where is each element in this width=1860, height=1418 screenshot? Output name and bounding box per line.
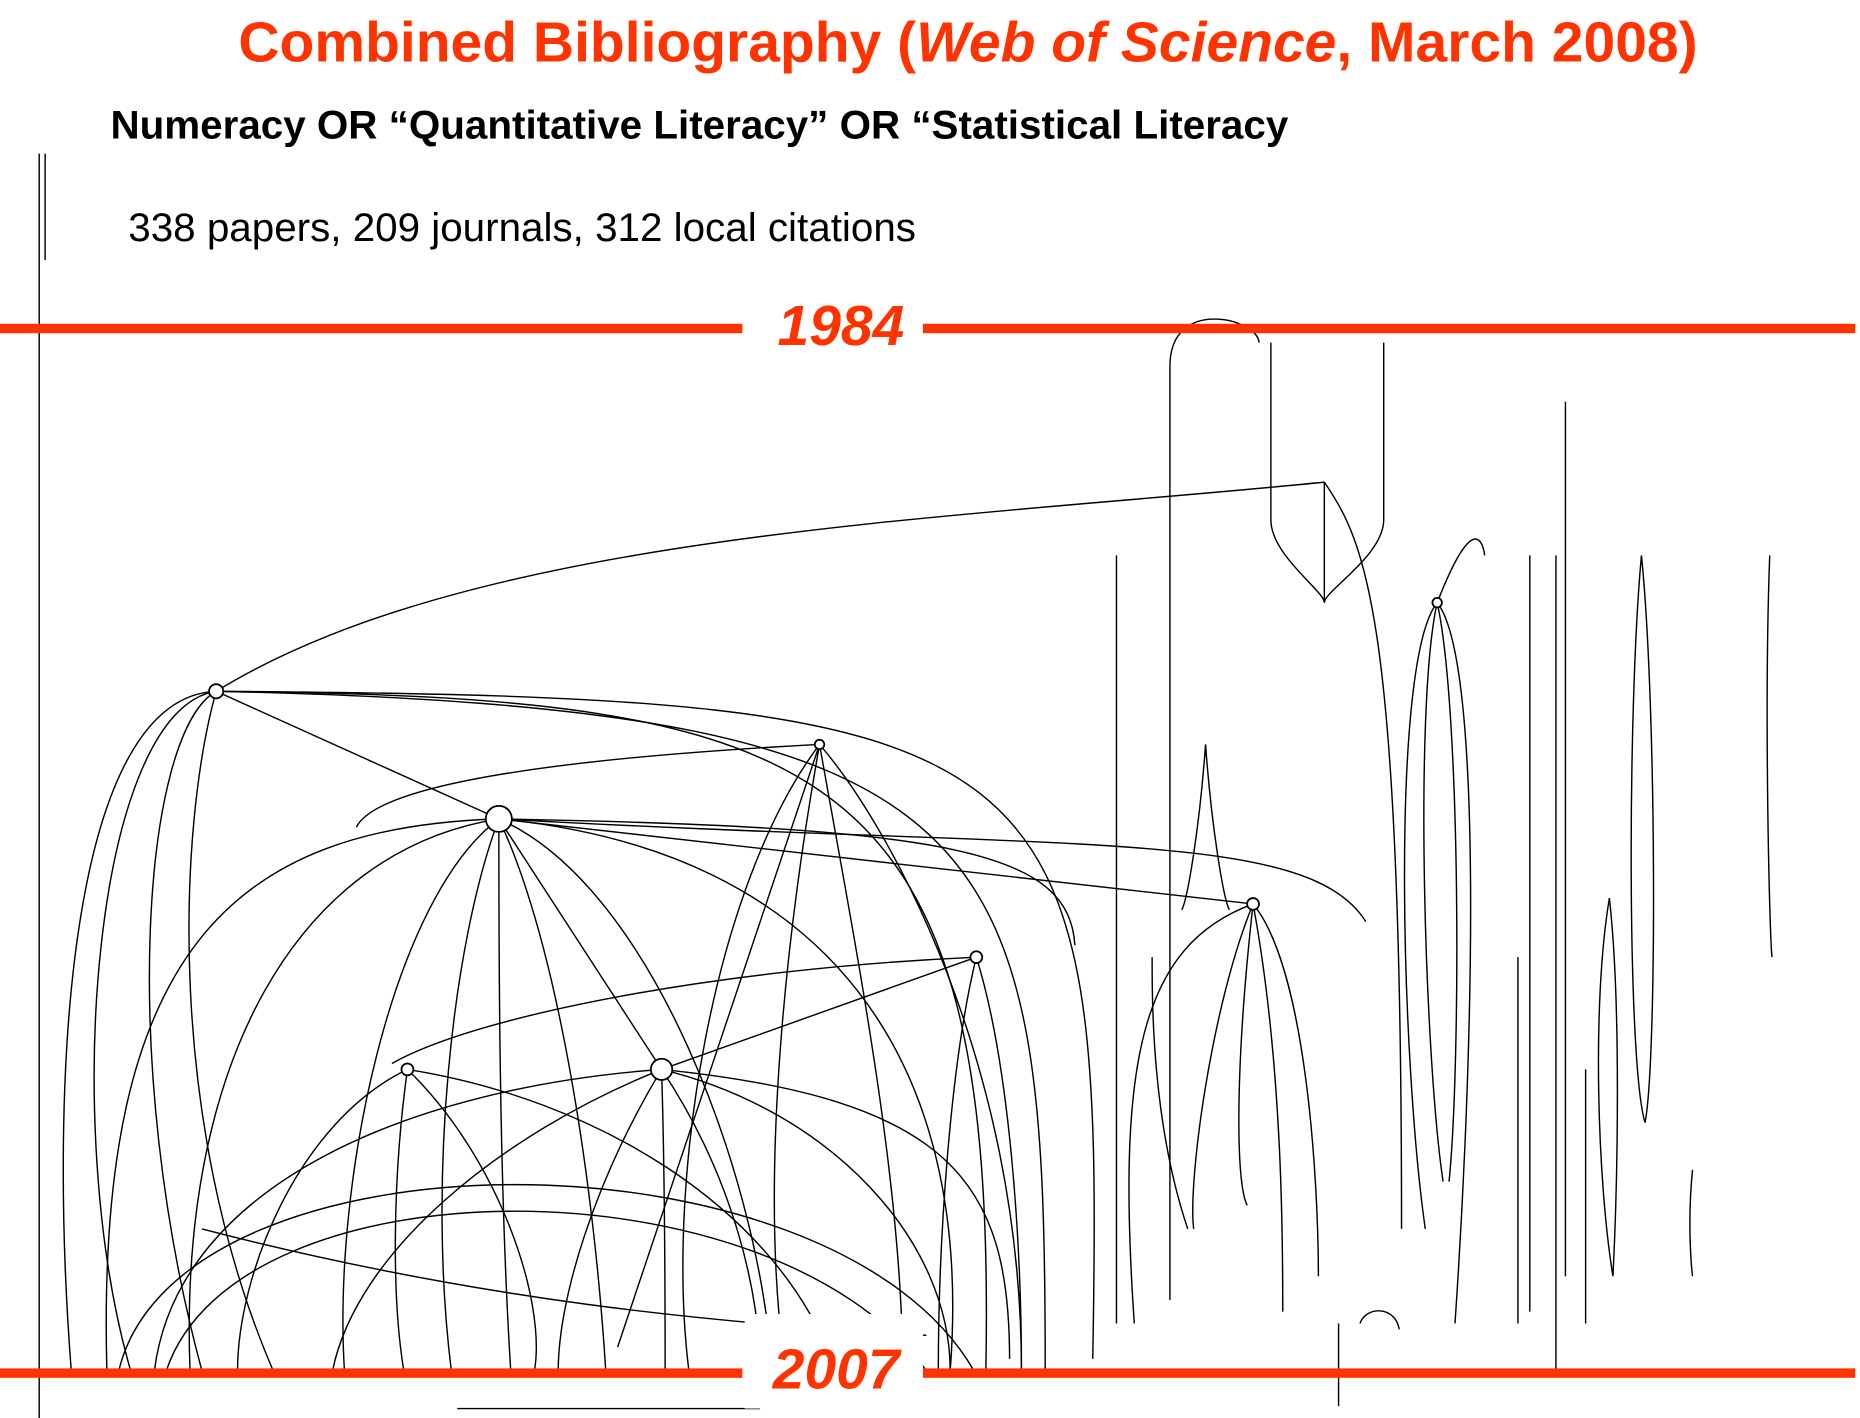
title-part: Combined Bibliography ( bbox=[238, 12, 916, 75]
end-rule bbox=[0, 1368, 743, 1378]
title-part: , March 2008) bbox=[1336, 12, 1697, 75]
title-part: Web of Science bbox=[916, 12, 1336, 75]
end-rule bbox=[922, 1368, 1856, 1378]
label-backdrop bbox=[744, 1314, 923, 1409]
title: Combined Bibliography (Web of Science, M… bbox=[238, 12, 1697, 75]
citation-network bbox=[38, 153, 1773, 1418]
subtitle: Numeracy OR “Quantitative Literacy” OR “… bbox=[110, 102, 1288, 147]
start-rule bbox=[922, 323, 1856, 334]
start-rule bbox=[0, 323, 743, 334]
stats: 338 papers, 209 journals, 312 local cita… bbox=[128, 205, 916, 250]
end-year: 2007 bbox=[772, 1339, 902, 1402]
start-year: 1984 bbox=[778, 295, 905, 358]
